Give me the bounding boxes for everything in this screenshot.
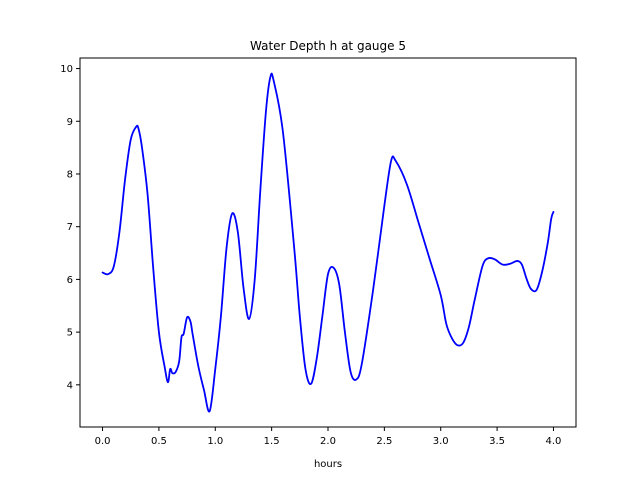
plot-frame: [79, 57, 577, 428]
chart-title: Water Depth h at gauge 5: [250, 39, 406, 53]
y-tick-label: 6: [67, 275, 73, 286]
x-tick-label: 1.5: [264, 436, 280, 447]
x-tick-label: 4.0: [546, 436, 562, 447]
plot-area: [80, 58, 576, 427]
y-tick-label: 10: [60, 64, 73, 75]
x-tick-label: 2.0: [320, 436, 336, 447]
x-axis-ticks: 0.0 0.5 1.0 1.5 2.0 2.5 3.0 3.5 4.0: [95, 427, 562, 447]
x-tick-label: 0.0: [95, 436, 111, 447]
x-tick-label: 3.5: [489, 436, 505, 447]
y-tick-label: 9: [67, 117, 73, 128]
x-tick-label: 0.5: [151, 436, 167, 447]
x-axis-label: hours: [314, 459, 342, 470]
y-tick-label: 4: [67, 380, 73, 391]
y-tick-label: 5: [67, 328, 73, 339]
water-depth-line: [101, 72, 555, 413]
x-tick-label: 3.0: [433, 436, 449, 447]
x-tick-label: 2.5: [376, 436, 392, 447]
x-tick-label: 1.0: [207, 436, 223, 447]
y-tick-label: 8: [67, 169, 73, 180]
y-axis-ticks: 4 5 6 7 8 9 10: [60, 64, 80, 391]
y-tick-label: 7: [67, 222, 73, 233]
